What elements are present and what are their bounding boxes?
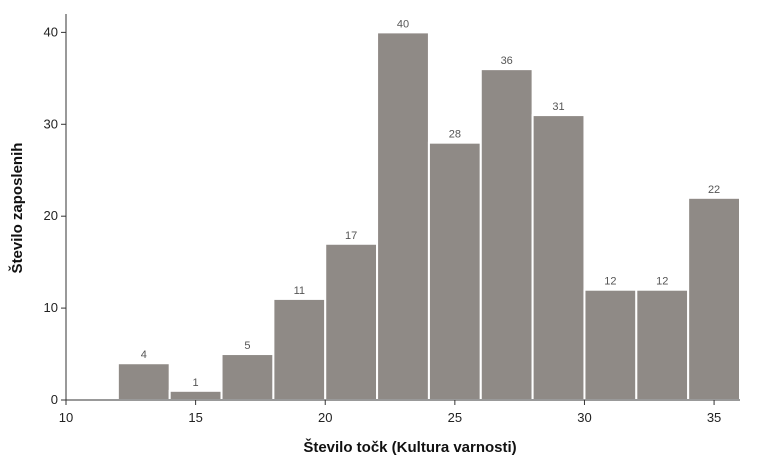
histogram-bar bbox=[531, 114, 586, 401]
bar-value-label: 17 bbox=[345, 230, 357, 242]
histogram-bar bbox=[427, 141, 482, 402]
x-tick-label: 25 bbox=[448, 410, 462, 425]
bar-value-label: 40 bbox=[397, 18, 409, 30]
x-tick-label: 10 bbox=[59, 410, 73, 425]
x-tick-label: 20 bbox=[318, 410, 332, 425]
y-tick-label: 40 bbox=[44, 24, 58, 39]
y-axis-title: Število zaposlenih bbox=[8, 143, 26, 274]
y-tick-label: 20 bbox=[44, 208, 58, 223]
histogram-bar bbox=[583, 288, 638, 402]
bar-value-label: 31 bbox=[552, 101, 564, 113]
histogram-bar bbox=[635, 288, 690, 402]
bar-value-label: 36 bbox=[501, 55, 513, 67]
bar-value-label: 12 bbox=[656, 276, 668, 288]
bar-value-label: 5 bbox=[244, 340, 250, 352]
histogram-bar bbox=[687, 196, 742, 401]
bars-group bbox=[116, 31, 742, 402]
bar-value-label: 4 bbox=[141, 349, 147, 361]
bar-value-label: 28 bbox=[449, 129, 461, 141]
y-ticks-group: 0 10 20 30 40 bbox=[44, 24, 66, 407]
x-ticks-group: 10 15 20 25 30 35 bbox=[59, 400, 721, 425]
histogram-bar bbox=[272, 297, 327, 401]
x-tick-label: 35 bbox=[707, 410, 721, 425]
histogram-bar bbox=[479, 68, 534, 402]
x-tick-label: 15 bbox=[188, 410, 202, 425]
y-tick-label: 10 bbox=[44, 300, 58, 315]
y-tick-label: 30 bbox=[44, 116, 58, 131]
x-axis-title: Število točk (Kultura varnosti) bbox=[303, 438, 516, 456]
x-tick-label: 30 bbox=[577, 410, 591, 425]
bar-value-label: 12 bbox=[604, 276, 616, 288]
histogram-bar bbox=[324, 242, 379, 401]
bar-value-label: 1 bbox=[193, 377, 199, 389]
histogram-bar bbox=[376, 31, 430, 401]
histogram-bar bbox=[116, 362, 171, 402]
y-tick-label: 0 bbox=[51, 392, 58, 407]
data-labels-group: 4 1 5 11 17 40 28 36 31 12 12 22 bbox=[141, 18, 720, 388]
histogram-bar bbox=[220, 353, 275, 401]
histogram-bar bbox=[168, 389, 223, 401]
bar-value-label: 11 bbox=[294, 285, 305, 297]
bar-value-label: 22 bbox=[708, 184, 720, 196]
